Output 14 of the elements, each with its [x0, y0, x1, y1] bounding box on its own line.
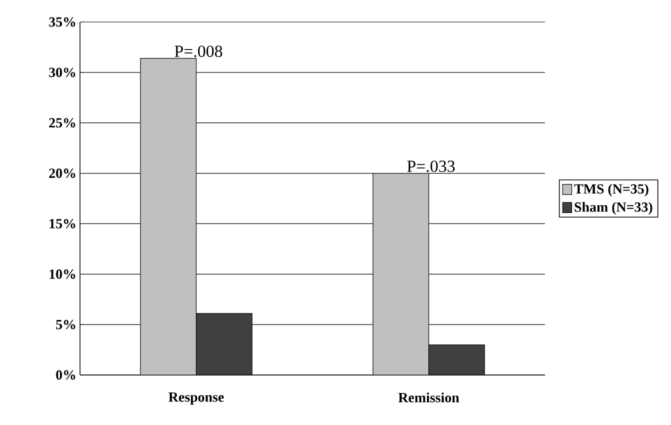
y-tick-label: 0%: [56, 370, 76, 380]
x-tick-label: Remission: [398, 392, 460, 402]
y-tick-label: 5%: [56, 320, 76, 330]
y-tick-label: 30%: [49, 68, 76, 78]
y-tick-label: 10%: [50, 269, 76, 279]
legend-label: Sham (N=33): [574, 202, 652, 215]
y-tick-label: 25%: [49, 118, 76, 128]
y-tick-label: 15%: [50, 218, 76, 228]
annotation: P=.008: [174, 46, 222, 58]
annotation: P=.033: [407, 160, 455, 172]
legend-label: TMS (N=35): [574, 184, 648, 196]
y-tick-label: 20%: [49, 168, 76, 178]
x-tick-label: Response: [168, 392, 224, 405]
y-tick-label: 35%: [49, 17, 76, 27]
